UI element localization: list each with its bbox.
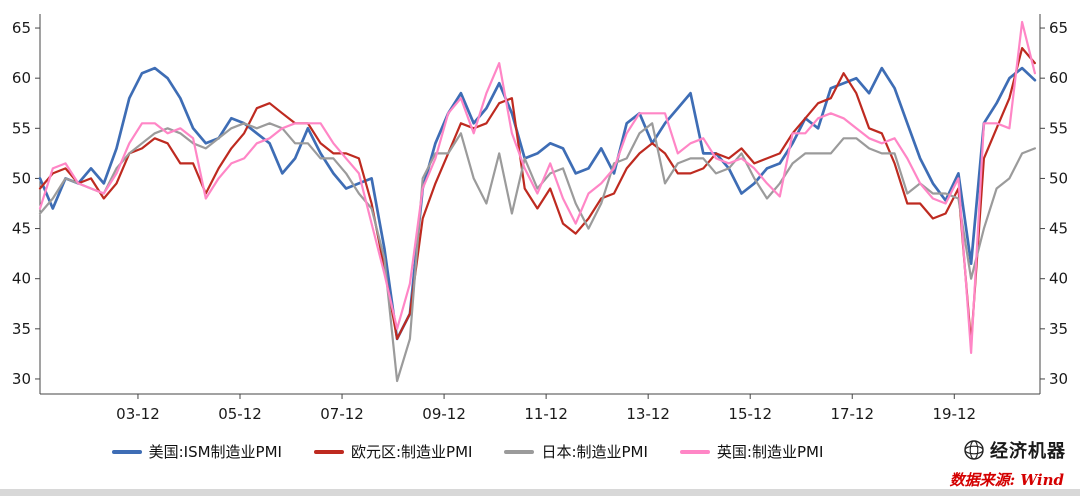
y-axis-tick-label-left: 60 (12, 69, 31, 87)
x-axis-tick-label: 09-12 (422, 405, 466, 423)
y-axis-tick-label-left: 50 (12, 169, 31, 187)
legend-swatch-us (111, 449, 142, 454)
series-line-japan (38, 122, 1037, 383)
legend-item-us: 美国:ISM制造业PMI (111, 441, 282, 462)
legend-swatch-japan (504, 449, 535, 454)
x-axis-tick-label: 07-12 (320, 405, 364, 423)
legend-label-japan: 日本:制造业PMI (541, 443, 648, 461)
legend-item-uk: 英国:制造业PMI (679, 441, 824, 462)
pmi-line-chart: 30 30 35 35 40 40 45 45 50 50 55 55 60 60 65 65 03-12 05-… (12, 14, 1068, 423)
x-axis-tick-label: 05-12 (218, 405, 262, 423)
y-axis-tick-label-left: 65 (12, 19, 31, 37)
legend-swatch-uk (679, 449, 710, 454)
y-axis-tick-label-right: 40 (1049, 270, 1068, 288)
y-axis-tick-label-right: 65 (1049, 19, 1068, 37)
series-line-uk (38, 20, 1037, 354)
data-source-note: 数据来源: Wind (949, 471, 1064, 489)
series-line-eurozone (38, 46, 1037, 345)
y-axis-tick-label-right: 60 (1049, 69, 1068, 87)
logo-text: 经济机器 (990, 441, 1066, 462)
y-axis-tick-label-left: 55 (12, 119, 31, 137)
x-axis-tick-label: 03-12 (116, 405, 160, 423)
y-axis-tick-label-right: 35 (1049, 320, 1068, 338)
x-axis-tick-label: 15-12 (728, 405, 772, 423)
y-axis-tick-label-right: 55 (1049, 119, 1068, 137)
x-axis-tick-label: 17-12 (830, 405, 874, 423)
globe-logo-icon (964, 440, 984, 460)
legend-label-uk: 英国:制造业PMI (716, 443, 824, 461)
series-line-us-ism (38, 66, 1037, 341)
y-axis-tick-label-left: 35 (12, 320, 31, 338)
y-axis-tick-label-right: 45 (1049, 220, 1068, 238)
y-axis-tick-label-left: 30 (12, 370, 31, 388)
legend-swatch-eurozone (313, 449, 344, 454)
horizontal-scrollbar[interactable] (0, 489, 1080, 496)
y-axis-tick-label-left: 40 (12, 270, 31, 288)
brand-logo: 经济机器 (963, 437, 1066, 463)
x-axis-tick-label: 13-12 (626, 405, 670, 423)
legend-item-japan: 日本:制造业PMI (504, 441, 648, 462)
y-axis-tick-label-right: 30 (1049, 370, 1068, 388)
legend-item-eurozone: 欧元区:制造业PMI (313, 441, 473, 462)
legend-label-us: 美国:ISM制造业PMI (148, 443, 282, 461)
x-axis-tick-label: 11-12 (524, 405, 568, 423)
chart-legend: 美国:ISM制造业PMI 欧元区:制造业PMI 日本:制造业PMI 英国:制造业… (70, 441, 865, 462)
legend-label-eurozone: 欧元区:制造业PMI (350, 443, 473, 461)
y-axis-tick-label-left: 45 (12, 220, 31, 238)
x-axis-tick-label: 19-12 (932, 405, 976, 423)
y-axis-tick-label-right: 50 (1049, 169, 1068, 187)
